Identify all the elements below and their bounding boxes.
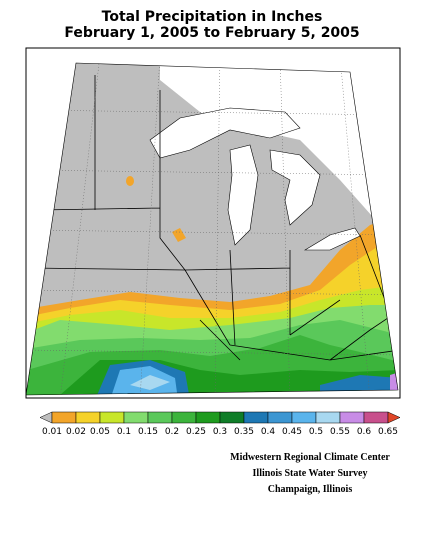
map (26, 63, 398, 395)
legend-tick-label: 0.65 (378, 427, 398, 437)
legend-tick-label: 0.01 (42, 427, 62, 437)
legend-tick-label: 0.02 (66, 427, 86, 437)
legend-swatch (51, 411, 77, 424)
legend-tick-label: 0.5 (309, 427, 323, 437)
credit-line: Champaign, Illinois (268, 484, 353, 495)
legend-tick-label: 0.6 (357, 427, 372, 437)
credit-line: Midwestern Regional Climate Center (230, 452, 390, 463)
legend-tick-label: 0.55 (330, 427, 350, 437)
legend-swatch (291, 411, 317, 424)
legend-swatch (171, 411, 197, 424)
legend-swatch (363, 411, 389, 424)
legend-tick-label: 0.35 (234, 427, 254, 437)
legend-swatch (267, 411, 293, 424)
title: Total Precipitation in Inches (102, 9, 323, 25)
legend-swatch (75, 411, 101, 424)
color-legend: 0.01 0.02 0.05 0.1 0.15 0.2 0.25 0.3 0.35 0.4 0.45… (39, 411, 401, 437)
legend-swatch (195, 411, 221, 424)
legend-arrow (39, 411, 53, 424)
legend-tick-label: 0.05 (90, 427, 110, 437)
legend-swatch (243, 411, 269, 424)
legend-swatch (339, 411, 365, 424)
credit-line: Illinois State Water Survey (253, 468, 368, 479)
subtitle: February 1, 2005 to February 5, 2005 (64, 25, 359, 41)
legend-swatch (123, 411, 149, 424)
legend-swatch (219, 411, 245, 424)
legend-swatch (315, 411, 341, 424)
legend-tick-label: 0.45 (282, 427, 302, 437)
legend-swatch (147, 411, 173, 424)
legend-tick-label: 0.25 (186, 427, 206, 437)
legend-tick-label: 0.2 (165, 427, 179, 437)
legend-arrow (387, 411, 401, 424)
legend-tick-label: 0.1 (117, 427, 131, 437)
legend-tick-label: 0.3 (213, 427, 227, 437)
legend-tick-label: 0.15 (138, 427, 158, 437)
legend-tick-label: 0.4 (261, 427, 276, 437)
legend-swatch (99, 411, 125, 424)
